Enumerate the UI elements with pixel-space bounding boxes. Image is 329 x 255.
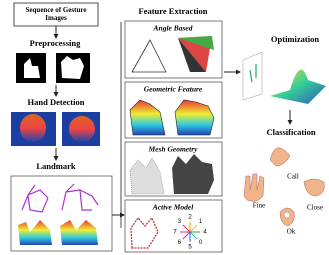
ok-ring: [284, 212, 290, 218]
section-title: Optimization: [271, 34, 319, 44]
plot-marks: [250, 64, 256, 82]
step-label: Hand Detection: [28, 97, 85, 107]
panel-title: Geometric Feature: [144, 85, 203, 94]
panel-title: Active Model: [152, 203, 195, 212]
step-label: Landmark: [36, 161, 75, 171]
panel: Geometric Feature: [125, 82, 222, 138]
plot-frame: [243, 52, 262, 100]
panel: Angle Based: [125, 21, 222, 78]
gesture-label: Call: [287, 173, 299, 181]
hand-icon: [270, 148, 290, 166]
hand-icon: [304, 179, 324, 196]
panel: Mesh Geometry: [125, 142, 222, 196]
optimization-plot: [243, 52, 326, 104]
gesture-label: Close: [307, 204, 323, 212]
input-label: Sequence of Gesture Images: [14, 3, 98, 22]
panel-title: Angle Based: [153, 24, 193, 33]
heat-blob: [20, 114, 46, 142]
section-title: Classification: [266, 127, 315, 137]
step-label: Preprocessing: [30, 38, 81, 48]
gesture-label: Fine: [253, 202, 265, 210]
panel-title: Mesh Geometry: [148, 145, 199, 154]
input-wrap: Sequence of Gesture Images: [14, 3, 98, 26]
gesture-label: Ok: [287, 228, 296, 236]
hand-icon: [244, 174, 264, 201]
gestures: Call Fine Close Ok: [244, 148, 324, 236]
surface: [270, 70, 326, 104]
diagram: Sequence of Gesture Images Preprocessing…: [0, 0, 329, 255]
left-column: Sequence of Gesture Images Preprocessing…: [11, 3, 124, 251]
heat-blob: [69, 116, 95, 142]
section-title: Feature Extraction: [138, 6, 207, 16]
